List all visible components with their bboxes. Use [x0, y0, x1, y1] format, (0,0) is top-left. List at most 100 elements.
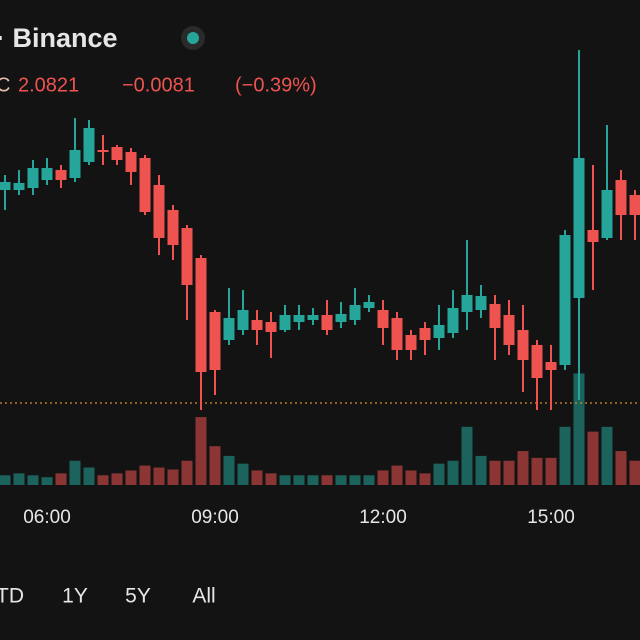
candle-body	[139, 158, 151, 212]
volume-bar	[405, 470, 417, 485]
candle-body	[293, 315, 305, 322]
x-tick-label: 12:00	[359, 507, 407, 528]
x-tick-label: 06:00	[23, 507, 71, 528]
volume-bar	[41, 477, 53, 485]
volume-bar	[223, 455, 235, 485]
volume-bar	[307, 475, 319, 485]
volume-bar	[573, 373, 585, 485]
candle-body	[27, 168, 39, 188]
range-button[interactable]: 1Y	[62, 585, 88, 608]
volume-bar	[419, 473, 431, 485]
volume-bar	[125, 470, 137, 485]
volume-bar	[265, 473, 277, 485]
candle-body	[321, 315, 333, 330]
volume-bar	[153, 467, 165, 485]
volume-bar	[181, 460, 193, 485]
volume-bar	[517, 451, 529, 485]
candle-body	[69, 150, 81, 178]
candle-body	[419, 328, 431, 340]
volume-bar	[321, 475, 333, 485]
volume-bar	[251, 470, 263, 485]
volume-bar	[13, 473, 25, 485]
candle-body	[181, 228, 193, 285]
volume-bar	[209, 446, 221, 485]
x-tick-label: 09:00	[191, 507, 239, 528]
candle-body	[349, 305, 361, 320]
x-tick-label: 15:00	[527, 507, 575, 528]
volume-bar	[195, 417, 207, 485]
plot-area	[0, 50, 640, 485]
candle-body	[97, 150, 109, 152]
candle-body	[167, 210, 179, 245]
candle-body	[83, 128, 95, 162]
candle-body	[545, 362, 557, 370]
candle-body	[209, 312, 221, 370]
volume-bar	[377, 470, 389, 485]
volume-bar	[237, 463, 249, 485]
candle-body	[629, 195, 640, 215]
volume-bar	[489, 460, 501, 485]
range-button[interactable]: All	[192, 585, 215, 608]
candle-body	[41, 168, 53, 180]
range-button[interactable]: TD	[0, 585, 24, 608]
volume-bar	[0, 475, 11, 485]
volume-bar	[167, 469, 179, 485]
candle-body	[461, 295, 473, 312]
volume-bar	[475, 455, 487, 485]
candle-body	[489, 304, 501, 328]
volume-bar	[447, 460, 459, 485]
volume-bar	[503, 460, 515, 485]
volume-bar	[601, 426, 613, 485]
last-price: 2.0821	[18, 74, 79, 96]
candle-body	[559, 235, 571, 365]
candle-body	[265, 322, 277, 332]
volume-bar	[629, 460, 640, 485]
volume-bar	[559, 426, 571, 485]
candle-body	[237, 310, 249, 330]
candle-body	[391, 318, 403, 350]
candle-body	[251, 320, 263, 330]
candle-body	[125, 152, 137, 172]
volume-bar	[279, 475, 291, 485]
volume-bar	[97, 475, 109, 485]
candle-body	[153, 185, 165, 238]
candle-body	[335, 314, 347, 322]
chart-title: · Binance	[0, 23, 118, 53]
volume-bar	[111, 473, 123, 485]
candle-body	[0, 182, 11, 190]
candle-body	[503, 315, 515, 345]
candle-body	[573, 158, 585, 298]
volume-bar	[433, 463, 445, 485]
candle-body	[195, 258, 207, 372]
volume-bar	[391, 465, 403, 485]
candle-body	[405, 335, 417, 350]
volume-bar	[587, 431, 599, 485]
candle-body	[587, 230, 599, 242]
candle-body	[111, 147, 123, 160]
volume-bar	[363, 475, 375, 485]
candle-body	[223, 318, 235, 340]
candle-body	[447, 308, 459, 333]
candle-body	[531, 345, 543, 378]
volume-bar	[293, 475, 305, 485]
candle-body	[475, 296, 487, 310]
volume-bar	[27, 475, 39, 485]
candle-body	[377, 310, 389, 328]
range-button[interactable]: 5Y	[125, 585, 151, 608]
volume-bar	[83, 467, 95, 485]
volume-bar	[55, 473, 67, 485]
ohlc-prefix: C	[0, 74, 10, 96]
volume-bar	[349, 475, 361, 485]
change-percent: (−0.39%)	[235, 74, 317, 96]
candle-body	[433, 325, 445, 338]
candle-body	[517, 330, 529, 360]
candle-body	[307, 315, 319, 320]
candle-body	[279, 315, 291, 330]
price-change: −0.0081	[122, 74, 195, 96]
candle-body	[13, 183, 25, 190]
candle-body	[363, 302, 375, 308]
candle-body	[615, 180, 627, 215]
volume-bar	[69, 460, 81, 485]
